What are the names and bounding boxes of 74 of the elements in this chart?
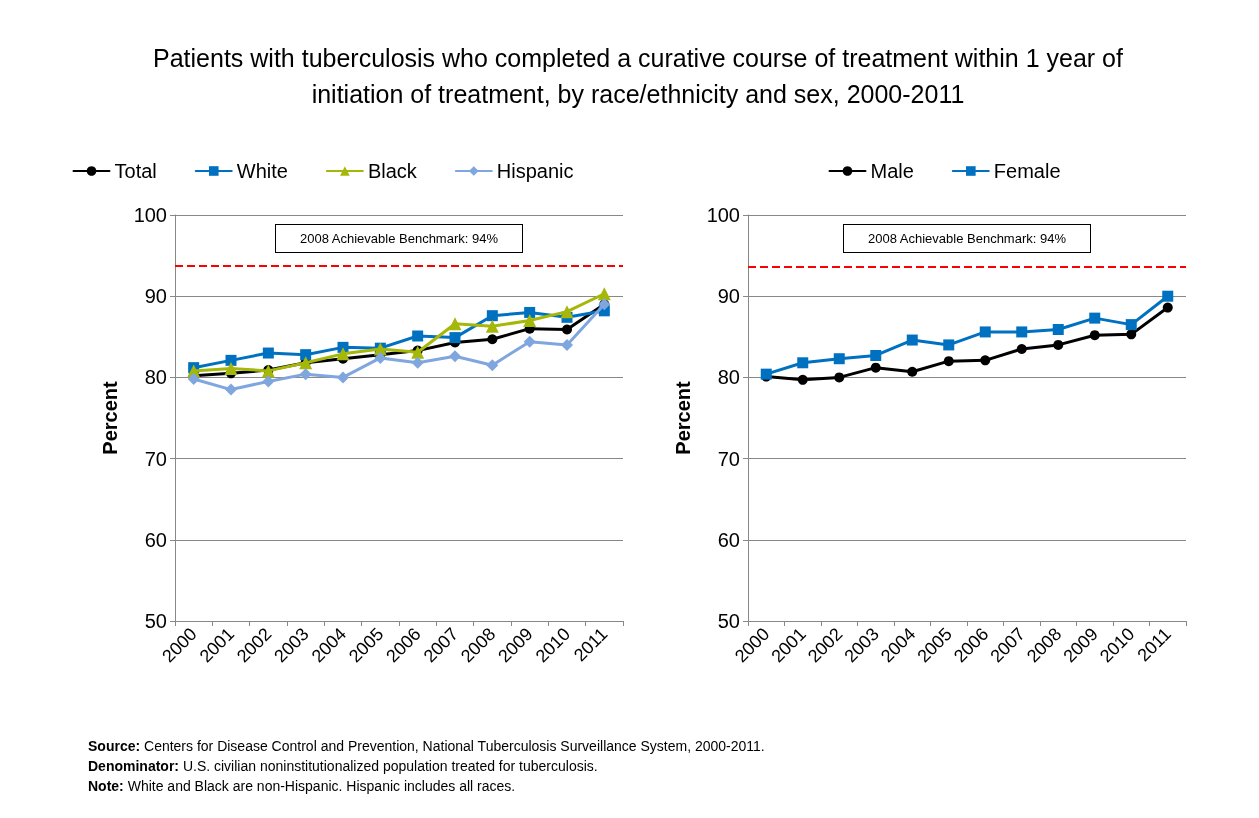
y-tick-label: 90: [144, 285, 167, 308]
y-tick-label: 100: [706, 204, 740, 226]
y-tick-label: 60: [144, 528, 167, 551]
point: [449, 350, 461, 363]
point: [187, 373, 200, 386]
point: [943, 339, 955, 351]
text-box: 2008 Achievable Benchmark: 94%: [275, 224, 523, 253]
y-axis-title: Percent: [672, 380, 694, 455]
legend-label: Black: [367, 160, 418, 182]
point: [797, 374, 808, 385]
point: [1016, 343, 1027, 354]
point: [1125, 319, 1137, 331]
y-tick-label: 90: [717, 285, 740, 308]
point: [299, 368, 312, 381]
point: [487, 334, 498, 345]
point: [486, 310, 498, 322]
chart-title: Patients with tuberculosis who completed a curative course of treatment within 1 year of initiation of treatment, by race/ethnicity and sex, 2000-2011: [152, 43, 1124, 110]
y-tick-label: 70: [144, 447, 167, 470]
point: [907, 366, 918, 377]
legend-label: Male: [870, 160, 914, 182]
point: [870, 362, 881, 373]
point: [1053, 339, 1064, 350]
point: [262, 375, 275, 388]
text: Note: White and Black are non-Hispanic. Hispanic includes all races.: [88, 778, 516, 794]
source-note: Source: Centers for Disease Control and Prevention, National Tuberculosis Surveillance System, 2000-2011.: [88, 738, 765, 754]
point: [486, 359, 499, 372]
y-tick-label: 70: [717, 447, 740, 470]
point: [411, 356, 424, 369]
point: [906, 334, 918, 346]
point: [449, 332, 461, 344]
point: [1089, 330, 1100, 341]
point: [1089, 312, 1101, 324]
y-axis-title: Percent: [99, 380, 121, 455]
y-tick-label: 50: [717, 610, 740, 632]
legend-label: Hispanic: [496, 160, 574, 182]
text-box: 2008 Achievable Benchmark: 94%: [843, 224, 1091, 253]
point: [943, 356, 954, 367]
point: [834, 372, 845, 383]
point: [870, 349, 882, 361]
y-tick-label: 50: [144, 610, 167, 632]
point: [833, 353, 845, 365]
point: [1016, 326, 1028, 338]
point: [412, 330, 424, 342]
y-tick-label: 60: [717, 528, 740, 551]
point: [1162, 302, 1173, 313]
y-tick-label: 80: [717, 366, 740, 389]
legend-label: Female: [993, 160, 1061, 182]
point: [560, 305, 574, 319]
point: [1126, 329, 1137, 340]
y-tick-label: 80: [144, 366, 167, 389]
text: Denominator: U.S. civilian noninstitutionalized population treated for tuberculosis.: [88, 758, 598, 774]
point: [1052, 323, 1064, 335]
point: [262, 347, 274, 359]
point: [561, 338, 573, 351]
point: [485, 319, 499, 333]
point: [1162, 290, 1174, 302]
legend-label: White: [236, 160, 288, 182]
point: [448, 317, 462, 331]
point: [562, 324, 572, 335]
point: [980, 355, 991, 366]
legend-label: Total: [114, 160, 157, 182]
point: [523, 314, 537, 328]
y-tick-label: 100: [133, 204, 167, 226]
point: [337, 371, 349, 384]
point: [225, 383, 237, 396]
point: [224, 361, 238, 375]
point: [979, 326, 991, 338]
point: [797, 357, 809, 369]
point: [300, 349, 312, 361]
point: [524, 306, 536, 318]
point: [225, 354, 237, 366]
point: [374, 351, 387, 364]
point: [336, 347, 350, 361]
point: [523, 335, 536, 348]
